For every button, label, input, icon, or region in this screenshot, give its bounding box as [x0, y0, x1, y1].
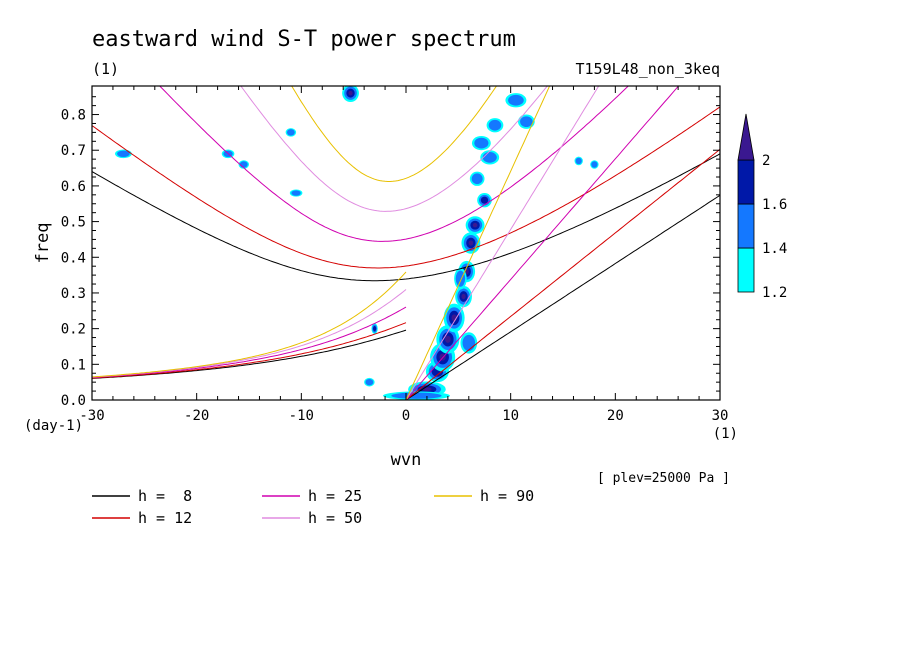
colorbar-level-label: 2	[762, 153, 770, 169]
contour-patch-27-level-1	[462, 334, 476, 351]
contour-patch-25-level-1	[575, 157, 582, 165]
contour-patch-19-level-1	[117, 150, 130, 158]
curve-h50-mrg	[92, 289, 407, 378]
y-unit-label: (day-1)	[24, 418, 83, 434]
x-axis-label: wvn	[391, 450, 422, 470]
contour-patch-1-level-1	[391, 392, 442, 399]
contour-patch-12-level-1	[482, 152, 497, 163]
curve-h25-mrg	[92, 306, 407, 378]
x-tick-label: 0	[402, 408, 410, 424]
contour-patch-14-level-1	[488, 119, 502, 131]
curve-h8-kelvin	[405, 194, 720, 400]
x-tick-label: -10	[289, 408, 314, 424]
curve-h90-kelvin	[405, 86, 551, 400]
curve-h50-n1-ig	[240, 86, 548, 212]
y-tick-label: 0.0	[61, 393, 86, 409]
colorbar-segment	[737, 159, 755, 205]
legend-label-h90: h = 90	[480, 487, 534, 505]
colorbar-level-label: 1.6	[762, 197, 787, 213]
contour-patch-23-level-1	[291, 190, 301, 196]
contour-patch-26-level-1	[591, 161, 598, 168]
contour-patch-13-level-1	[474, 137, 489, 149]
contour-patch-17-level-3	[348, 90, 353, 96]
contour-patch-18-level-2	[373, 325, 377, 332]
contour-patch-28-level-1	[455, 270, 466, 287]
x-tick-label: 30	[712, 408, 729, 424]
x-tick-label: -20	[184, 408, 209, 424]
contour-patch-9-level-3	[472, 222, 478, 228]
curve-h50-kelvin	[405, 86, 600, 400]
contour-patch-8-level-3	[468, 240, 474, 246]
colorbar: 1.2 1.4 1.6 2	[737, 113, 787, 301]
contour-patch-4-level-3	[444, 335, 451, 343]
chart-subtitle-right: T159L48_non_3keq	[576, 60, 721, 78]
colorbar-segment	[737, 247, 755, 293]
chart-subtitle-left: (1)	[92, 60, 119, 78]
colorbar-level-label: 1.2	[762, 285, 787, 301]
contour-patch-15-level-1	[520, 116, 533, 128]
curve-h12-n1-ig	[92, 106, 720, 269]
curve-h90-n1-ig	[291, 86, 498, 182]
colorbar-segment	[737, 203, 755, 249]
curve-h12-mrg	[92, 322, 407, 379]
colorbar-arrow	[737, 113, 755, 161]
x-tick-label: 20	[607, 408, 624, 424]
curve-h8-mrg	[92, 329, 407, 379]
y-tick-label: 0.2	[61, 322, 86, 338]
plot-frame	[91, 85, 721, 401]
legend: h = 8 h = 12 h = 25 h = 50 h = 90	[92, 487, 534, 527]
y-tick-label: 0.5	[61, 215, 86, 231]
legend-label-h50: h = 50	[308, 509, 362, 527]
y-tick-label: 0.3	[61, 286, 86, 302]
curve-h25-kelvin	[405, 86, 680, 400]
x-unit-label: (1)	[713, 426, 738, 442]
y-tick-label: 0.7	[61, 143, 86, 159]
dispersion-curves	[92, 86, 720, 400]
legend-label-h12: h = 12	[138, 509, 192, 527]
axis-ticks: -30 -20 -10 0 10 20 30 0.0 0.1 0.2 0.3 0.4 0.5 0.6 0.7…	[61, 86, 729, 424]
y-tick-label: 0.1	[61, 357, 86, 373]
contour-patch-22-level-1	[286, 129, 295, 136]
curve-h12-kelvin	[405, 148, 720, 400]
chart-title: eastward wind S-T power spectrum	[92, 27, 516, 52]
colorbar-level-label: 1.4	[762, 241, 787, 257]
x-tick-label: 10	[502, 408, 519, 424]
power-contours	[115, 86, 599, 400]
y-tick-label: 0.4	[61, 250, 86, 266]
contour-patch-0-level-3	[422, 387, 432, 392]
contour-patch-16-level-1	[508, 94, 524, 106]
curve-h8-n1-ig	[92, 153, 720, 282]
y-tick-label: 0.6	[61, 179, 86, 195]
contour-patch-6-level-3	[461, 293, 466, 300]
contour-patch-21-level-1	[239, 161, 248, 168]
y-axis-label: freq	[33, 223, 53, 264]
legend-label-h25: h = 25	[308, 487, 362, 505]
contour-patch-11-level-1	[471, 173, 483, 185]
y-tick-label: 0.8	[61, 108, 86, 124]
curve-h90-mrg	[92, 271, 407, 378]
curve-h25-n1-ig	[159, 86, 630, 242]
contour-patch-24-level-1	[365, 378, 374, 386]
contour-patch-10-level-2	[480, 196, 489, 204]
plev-note: [ plev=25000 Pa ]	[597, 471, 730, 486]
legend-label-h8: h = 8	[138, 487, 192, 505]
x-tick-label: -30	[79, 408, 104, 424]
